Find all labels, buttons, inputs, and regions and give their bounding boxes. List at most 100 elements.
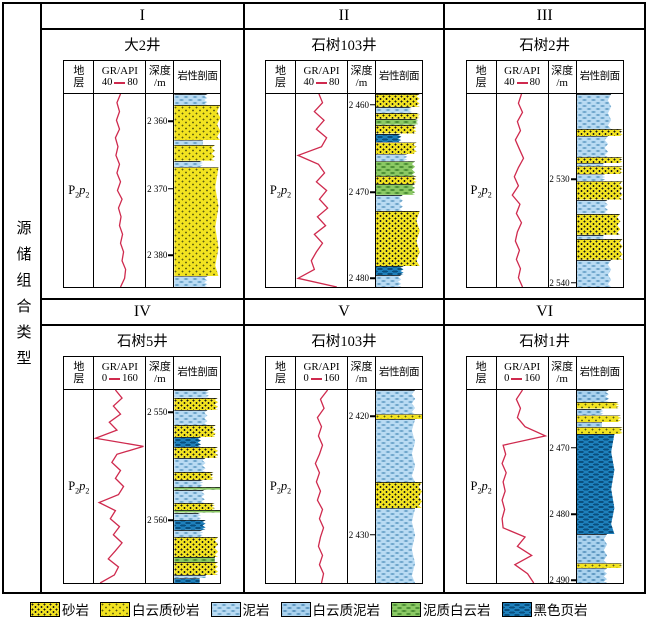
- gr-curve-track: [296, 390, 347, 583]
- strat-column-header: 地 层: [64, 357, 94, 390]
- gr-column-header: GR/API 40 80: [94, 61, 146, 94]
- strat-sub1: 2: [75, 189, 80, 199]
- lith-header-label: 岩性剖面: [177, 367, 218, 379]
- depth-header-line2: /m: [556, 77, 568, 89]
- lith-layer-sand: [576, 129, 623, 137]
- legend-label: 泥质白云岩: [423, 603, 491, 618]
- gr-header-title: GR/API: [504, 361, 541, 374]
- lith-layer-mud: [576, 163, 604, 167]
- lith-layer-dolomite: [174, 510, 221, 513]
- dolomitic-sandstone-swatch: [100, 601, 130, 617]
- depth-tick-label: 2 530: [549, 174, 570, 185]
- strat-base2: p: [280, 478, 288, 493]
- gr-curve-key-icon: [310, 378, 322, 381]
- depth-tick: [369, 533, 375, 536]
- log-table: 地 层 P2p2 GR/API 40 80: [264, 60, 423, 288]
- strat-sub2: 2: [85, 189, 90, 199]
- gr-scale: 0 160: [102, 373, 138, 385]
- lith-layer-sand: [375, 94, 420, 107]
- depth-track: 2 420 2 430: [348, 390, 375, 583]
- lith-header-label: 岩性剖面: [177, 71, 218, 83]
- lith-layer-mud: [174, 276, 208, 287]
- gr-header-title: GR/API: [101, 65, 138, 78]
- lith-layer-mud: [174, 529, 203, 538]
- strat-label: P2p2: [68, 182, 89, 199]
- lith-layer-mud: [174, 489, 205, 503]
- lithology-track: [174, 390, 221, 583]
- lith-layer-dolsand: [174, 145, 215, 161]
- depth-tick: [570, 513, 576, 516]
- depth-header-line2: /m: [154, 373, 166, 385]
- lith-layer-dolomite: [375, 118, 419, 125]
- gr-column-header: GR/API 0 160: [295, 357, 347, 390]
- sand-swatch: [30, 601, 60, 617]
- lith-layer-mud: [576, 199, 608, 214]
- legend-label: 黑色页岩: [533, 603, 588, 618]
- depth-tick-label: 2 430: [348, 529, 369, 540]
- lith-layer-sand: [576, 238, 623, 260]
- strat-base1: P: [269, 478, 277, 493]
- gr-curve-track: [497, 94, 548, 287]
- lith-layer-dolsand: [174, 167, 219, 277]
- lith-layer-sand: [576, 157, 623, 164]
- lith-header-label: 岩性剖面: [378, 71, 420, 83]
- panel-numeral: I: [42, 4, 243, 30]
- strat-base1: P: [68, 182, 76, 197]
- lith-layer-shale: [174, 520, 206, 530]
- strat-header-line1: 地: [274, 360, 286, 373]
- lith-layer-dolomite: [375, 184, 416, 195]
- strat-base1: P: [68, 478, 76, 493]
- lith-layer-mud: [576, 174, 606, 182]
- lith-layer-mud: [174, 94, 208, 105]
- depth-header-line2: /m: [556, 373, 568, 385]
- mudstone-swatch: [210, 601, 241, 617]
- lith-column-header: 岩性剖面: [375, 357, 422, 390]
- gr-scale-low: 0: [303, 373, 309, 385]
- dolomitic-mudstone-swatch: [280, 601, 311, 617]
- lith-layer-mud: [576, 259, 612, 287]
- lith-layer-sand: [375, 176, 417, 185]
- side-label-column: 源储组合类型: [4, 4, 42, 592]
- legend-item-dolomitic-mudstone: 白云质泥岩: [280, 599, 380, 619]
- strat-base2: p: [280, 182, 288, 197]
- lith-layer-sand: [375, 124, 417, 134]
- gr-curve: [296, 94, 347, 287]
- lith-column-header: 岩性剖面: [576, 61, 623, 94]
- well-name: 石树2井: [519, 38, 571, 54]
- gr-scale-low: 40: [101, 77, 113, 89]
- strat-header-line2: 层: [475, 77, 487, 89]
- well-name: 大2井: [124, 38, 161, 54]
- log-table: 地 层 P2p2 GR/API 0 160: [63, 356, 222, 584]
- log-table: 地 层 P2p2 GR/API 0 160: [465, 356, 624, 584]
- strat-sub2: 2: [487, 189, 492, 199]
- depth-column-header: 深度 /m: [146, 61, 174, 94]
- lith-layer-sand: [174, 561, 219, 576]
- well-name: 石树1井: [519, 334, 571, 350]
- gr-scale-high: 80: [127, 77, 138, 89]
- lith-layer-sand: [174, 397, 219, 411]
- well-panel: VI 石树1井 地 层 P2p2 GR/API 0: [443, 298, 644, 592]
- well-panel: V 石树103井 地 层 P2p2 GR/API: [242, 298, 444, 592]
- gr-curve-key-icon: [516, 82, 528, 85]
- gr-scale-low: 0: [101, 373, 108, 385]
- depth-tick-label: 2 420: [348, 411, 369, 422]
- lith-layer-mud: [375, 194, 403, 211]
- lith-layer-dolomite: [174, 487, 221, 490]
- depth-tick: [570, 282, 576, 284]
- depth-tick: [570, 579, 576, 581]
- lith-layer-mud: [576, 234, 604, 239]
- lith-layer-mud: [174, 479, 203, 488]
- log-table: 地 层 P2p2 GR/API 40 80: [63, 60, 222, 288]
- lith-layer-mud: [375, 106, 412, 113]
- legend-item-sand: 砂岩: [30, 599, 89, 619]
- lith-layer-sand: [174, 472, 214, 480]
- gr-scale-high: 160: [122, 373, 138, 385]
- well-name: 石树5井: [116, 334, 168, 350]
- strat-header-line2: 层: [475, 373, 487, 385]
- strat-column-header: 地 层: [265, 61, 295, 94]
- gr-column-header: GR/API 0 160: [94, 357, 146, 390]
- strat-base2: p: [481, 478, 488, 493]
- gr-header-title: GR/API: [504, 65, 541, 78]
- depth-tick: [369, 277, 375, 279]
- strat-label: P2p2: [68, 478, 89, 495]
